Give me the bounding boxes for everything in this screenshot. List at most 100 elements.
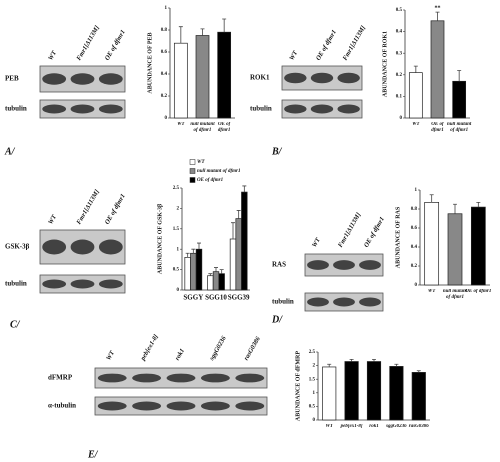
- bar: [217, 31, 232, 119]
- bar: [173, 42, 188, 119]
- error-bar: [457, 70, 462, 82]
- y-tick-label: 0: [177, 288, 180, 293]
- x-tick-label-box: null mutant of dfmr1: [190, 122, 214, 133]
- x-tick-label-box: OE of dfmr1: [465, 289, 491, 294]
- bar: [344, 361, 359, 421]
- y-tick-label: 0.6: [411, 226, 418, 231]
- blot-row-label: ROK1: [250, 74, 270, 82]
- bar: [430, 20, 445, 119]
- lane-label: rasG0386: [243, 335, 262, 362]
- blot-row-label: RAS: [272, 261, 286, 269]
- blot-band: [337, 104, 360, 114]
- y-tick-label: 0: [165, 116, 168, 121]
- x-tick-label: null mutant of dfmr1: [446, 122, 472, 133]
- bar: [389, 366, 404, 421]
- blot-band: [42, 279, 67, 289]
- x-tick-label-box: peb[ex1-8]: [341, 424, 363, 429]
- x-tick-label-box: WT: [412, 122, 420, 127]
- lane-label: rok1: [174, 348, 186, 362]
- y-tick-label: 0.5: [309, 405, 316, 410]
- x-tick-label-box: sggG0236: [386, 424, 407, 429]
- x-tick-label: SGG39: [228, 294, 250, 302]
- blot-band: [70, 104, 95, 114]
- error-bar: [372, 358, 376, 362]
- blot-band: [310, 104, 334, 114]
- x-tick-label-box: OE of dfmr1: [431, 122, 444, 133]
- blot-band: [235, 373, 265, 383]
- blot-row-label: tubulin: [5, 105, 27, 113]
- error-bar: [185, 252, 190, 258]
- x-tick-label: WT: [427, 289, 436, 294]
- legend-swatch: [189, 168, 196, 174]
- blot-band: [132, 373, 162, 383]
- blot-band: [98, 239, 123, 255]
- blot-band: [333, 260, 355, 270]
- y-axis-label: ABUNDANCE OF PEB: [147, 32, 153, 93]
- x-tick-label: WT: [412, 122, 420, 127]
- blot-band: [235, 401, 265, 411]
- lane-label: peb[ex1-8]: [139, 334, 160, 363]
- lane-label: Fmr1[Δ113M]: [75, 189, 100, 226]
- y-tick-label: 0.4: [161, 72, 168, 77]
- y-tick-label: 0: [313, 418, 316, 423]
- y-axis-label: ABUNDANCE OF ROK1: [382, 31, 388, 97]
- blot-band: [284, 104, 307, 114]
- error-bar: [242, 185, 247, 193]
- blot-band: [97, 373, 127, 383]
- lane-label: WT: [311, 236, 322, 249]
- legend-label: OE of dfmr1: [197, 178, 223, 183]
- y-tick-label: 1.5: [309, 377, 316, 382]
- lane-label: Fmr1[Δ113M]: [75, 25, 100, 62]
- y-tick-label: 2: [177, 207, 180, 212]
- y-axis-label: ABUNDANCE OF dFMRP: [295, 351, 301, 421]
- lane-label: OE of dfmr1: [104, 193, 127, 226]
- blot-band: [42, 104, 67, 114]
- y-tick-label: 2.5: [173, 186, 180, 191]
- panel-label: C/: [10, 319, 21, 330]
- y-tick-label: 0.4: [411, 245, 418, 250]
- blot-band: [42, 239, 67, 255]
- blot-band: [307, 297, 329, 307]
- y-tick-label: 0.2: [161, 94, 168, 99]
- y-tick-label: 0.1: [396, 95, 403, 100]
- error-bar: [453, 203, 457, 214]
- blot-band: [200, 401, 230, 411]
- legend-swatch: [189, 159, 196, 165]
- bar: [408, 72, 423, 119]
- y-tick-label: 2.5: [309, 350, 316, 355]
- bar: [190, 252, 197, 291]
- bar: [184, 257, 191, 291]
- blot-row-label: GSK-3β: [5, 243, 30, 251]
- error-bar: [349, 358, 354, 362]
- y-axis-label: ABUNDANCE OF RAS: [395, 206, 401, 268]
- y-tick-label: 0.4: [396, 30, 403, 35]
- y-tick-label: 2: [313, 364, 316, 369]
- blot-band: [70, 279, 95, 289]
- lane-label: WT: [288, 49, 299, 62]
- blot-band: [284, 72, 307, 84]
- y-tick-label: 1: [313, 391, 316, 396]
- panel-label: A/: [4, 146, 16, 157]
- error-bar: [394, 363, 399, 367]
- y-tick-label: 0.2: [411, 264, 418, 269]
- bar: [447, 213, 463, 286]
- y-tick-label: 0.5: [396, 8, 403, 13]
- y-tick-label: 0.3: [396, 51, 403, 56]
- error-bar: [413, 65, 418, 73]
- bar: [322, 366, 337, 421]
- bar: [229, 238, 237, 291]
- error-bar: [416, 370, 421, 373]
- error-bar: [200, 28, 205, 36]
- error-bar: [435, 11, 440, 21]
- bar: [366, 361, 382, 421]
- lane-label: OE of dfmr1: [104, 29, 127, 62]
- blot-band: [359, 260, 381, 270]
- blot-band: [42, 73, 67, 85]
- lane-label: Fmr1[Δ113M]: [337, 212, 362, 249]
- lane-label: OE of dfmr1: [315, 29, 338, 62]
- lane-label: sggG0236: [208, 334, 228, 362]
- x-tick-label-box: WT: [427, 289, 436, 294]
- bar: [195, 248, 203, 291]
- bar: [452, 80, 467, 119]
- blot-band: [70, 73, 95, 85]
